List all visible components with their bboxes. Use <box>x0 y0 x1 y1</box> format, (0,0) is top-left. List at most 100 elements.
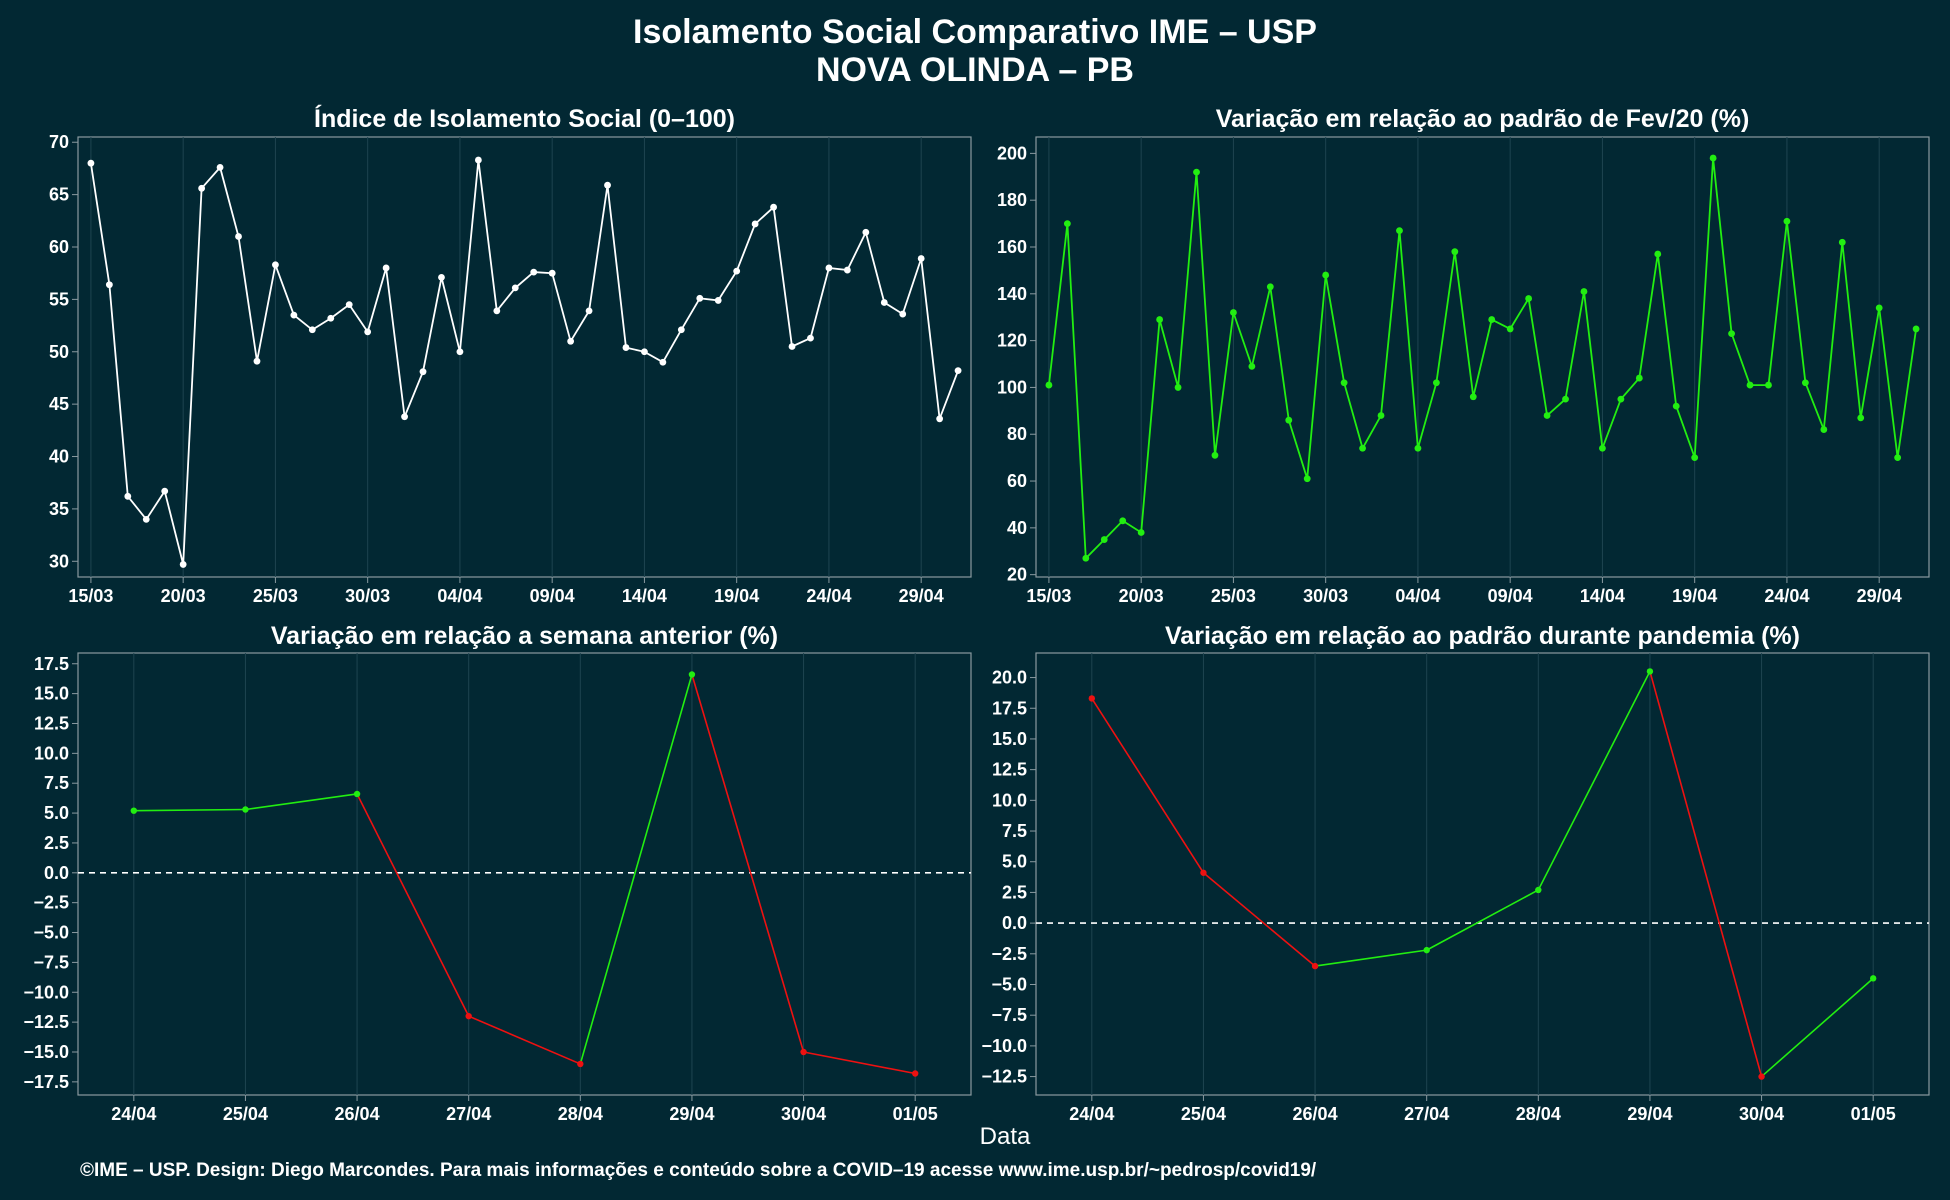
data-point <box>253 357 261 365</box>
x-tick-label: 04/04 <box>437 586 482 606</box>
data-point <box>1285 416 1293 424</box>
data-point <box>659 358 667 366</box>
data-point <box>1599 444 1606 452</box>
data-point <box>382 264 390 272</box>
x-tick-label: 30/03 <box>1303 586 1348 606</box>
panel-variation-week: Variação em relação a semana anterior (%… <box>23 622 972 1124</box>
data-point <box>1088 695 1096 702</box>
data-point <box>1580 288 1588 295</box>
plot-area <box>77 652 972 1096</box>
data-point <box>242 806 249 813</box>
x-tick-label: 09/04 <box>1488 586 1533 606</box>
data-point <box>1469 393 1477 401</box>
data-point <box>641 348 648 356</box>
x-tick-label: 19/04 <box>1672 586 1717 606</box>
series-segment <box>1761 977 1874 1078</box>
data-point <box>235 233 242 240</box>
x-tick-label: 29/04 <box>899 586 944 606</box>
data-point <box>493 307 501 315</box>
data-point <box>1525 295 1533 302</box>
data-point <box>511 284 519 292</box>
data-point <box>1543 412 1551 419</box>
data-point <box>1200 869 1207 876</box>
y-tick-label: 70 <box>49 132 69 152</box>
data-point <box>1063 220 1071 227</box>
y-tick-label: 140 <box>997 284 1027 304</box>
data-point <box>401 413 408 421</box>
data-point <box>530 268 538 276</box>
data-point <box>364 328 372 336</box>
data-point <box>1423 946 1430 954</box>
data-point <box>1311 962 1319 970</box>
x-tick-label: 14/04 <box>622 586 667 606</box>
data-point <box>1728 330 1735 337</box>
data-point <box>124 492 132 500</box>
x-tick-label: 24/04 <box>1764 586 1809 606</box>
data-point <box>1562 395 1569 403</box>
data-point <box>1646 668 1654 675</box>
data-point <box>1045 381 1053 389</box>
panel-title: Índice de Isolamento Social (0–100) <box>314 104 735 133</box>
series-segment <box>691 674 805 1053</box>
y-tick-label: 12.5 <box>992 760 1027 780</box>
data-point <box>825 264 833 272</box>
data-point <box>1377 412 1385 419</box>
data-point <box>1303 475 1311 483</box>
data-point <box>714 297 722 304</box>
data-point <box>1174 384 1182 391</box>
data-point <box>1912 325 1920 333</box>
y-tick-label: 0.0 <box>1002 913 1027 933</box>
y-tick-label: 20 <box>1007 565 1027 585</box>
data-point <box>1322 271 1330 279</box>
data-point <box>548 269 556 277</box>
x-tick-label: 04/04 <box>1395 586 1440 606</box>
data-point <box>604 181 611 189</box>
panel-title: Variação em relação a semana anterior (%… <box>271 622 778 650</box>
data-point <box>917 255 925 262</box>
y-tick-label: −7.5 <box>33 952 69 972</box>
data-point <box>1691 454 1699 462</box>
data-point <box>1654 250 1662 258</box>
data-point <box>751 220 759 228</box>
x-tick-label: 24/04 <box>1069 1104 1114 1124</box>
data-point <box>1414 444 1422 452</box>
data-point <box>911 1070 919 1077</box>
series-segment <box>1091 697 1205 874</box>
data-point <box>1137 529 1145 536</box>
y-tick-label: 12.5 <box>34 713 69 733</box>
y-tick-label: 50 <box>49 342 69 362</box>
series-segment <box>1426 889 1539 951</box>
data-point <box>1156 316 1164 323</box>
data-point <box>87 159 95 167</box>
data-point <box>677 326 685 334</box>
y-tick-label: 0.0 <box>44 863 69 883</box>
y-tick-label: 160 <box>997 237 1027 257</box>
y-tick-label: 65 <box>49 185 69 205</box>
y-tick-label: 60 <box>49 237 69 257</box>
y-tick-label: 5.0 <box>44 803 69 823</box>
y-tick-label: −7.5 <box>991 1005 1027 1025</box>
data-point <box>1869 975 1877 982</box>
data-point <box>1875 304 1883 312</box>
data-point <box>465 1012 472 1020</box>
data-point <box>179 561 187 568</box>
panel-variation-pandemic: Variação em relação ao padrão durante pa… <box>981 622 1930 1124</box>
y-tick-label: 5.0 <box>1002 852 1027 872</box>
data-point <box>1432 379 1440 387</box>
data-point <box>1266 283 1274 291</box>
data-point <box>308 326 316 334</box>
plot-area <box>1035 652 1930 1096</box>
data-point <box>353 790 361 798</box>
x-axis-label: Data <box>980 1123 1031 1150</box>
data-point <box>936 415 944 423</box>
x-tick-label: 29/04 <box>1627 1104 1672 1124</box>
data-point <box>1535 886 1542 894</box>
data-point <box>272 261 279 269</box>
data-point <box>622 344 630 351</box>
data-point <box>567 337 575 345</box>
plot-area <box>77 136 972 578</box>
y-tick-label: 45 <box>49 394 69 414</box>
data-point <box>1451 248 1459 256</box>
data-point <box>843 266 851 274</box>
data-point <box>438 273 445 281</box>
